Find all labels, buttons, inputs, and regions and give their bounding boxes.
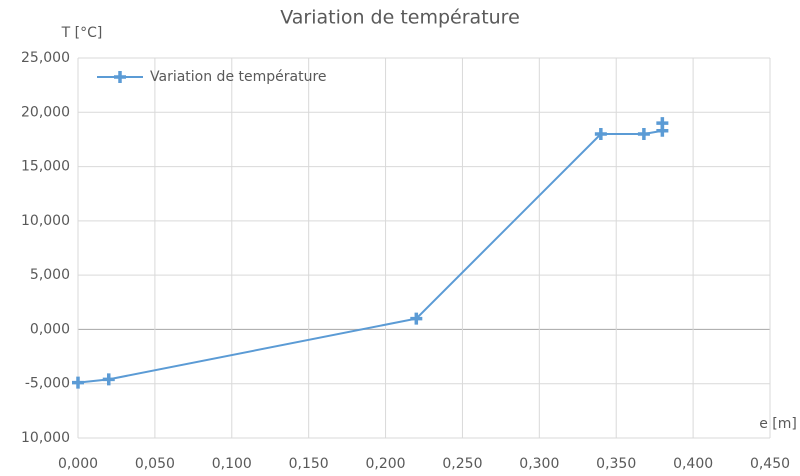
x-tick-label: 0,200 <box>366 456 406 472</box>
x-tick-label: 0,400 <box>673 456 713 472</box>
marker <box>410 312 423 325</box>
x-tick-label: 0,050 <box>135 456 175 472</box>
legend-marker <box>114 71 126 83</box>
y-tick-label: 20,000 <box>21 104 70 120</box>
x-tick-label: 0,250 <box>442 456 482 472</box>
y-tick-label: 25,000 <box>21 50 70 66</box>
y-tick-label: 15,000 <box>21 159 70 175</box>
x-axis-label: e [m] <box>759 416 797 432</box>
y-tick-label: 0,000 <box>30 321 70 337</box>
y-axis-label: T [°C] <box>61 25 103 41</box>
chart-title: Variation de température <box>280 7 520 29</box>
x-tick-label: 0,100 <box>212 456 252 472</box>
marker <box>637 128 650 140</box>
x-tick-label: 0,000 <box>58 456 98 472</box>
y-tick-label: 10,000 <box>21 430 70 446</box>
x-tick-label: 0,300 <box>519 456 559 472</box>
series-line <box>77 123 664 384</box>
x-tick-label: 0,450 <box>750 456 790 472</box>
legend-label: Variation de température <box>150 69 327 85</box>
marker <box>72 376 84 389</box>
marker <box>656 117 669 130</box>
y-tick-label: 5,000 <box>30 267 70 283</box>
marker <box>102 373 115 386</box>
x-tick-label: 0,150 <box>289 456 329 472</box>
y-tick-label: -5,000 <box>25 376 70 392</box>
x-tick-label: 0,350 <box>596 456 636 472</box>
marker <box>594 128 607 140</box>
y-tick-label: 10,000 <box>21 213 70 229</box>
